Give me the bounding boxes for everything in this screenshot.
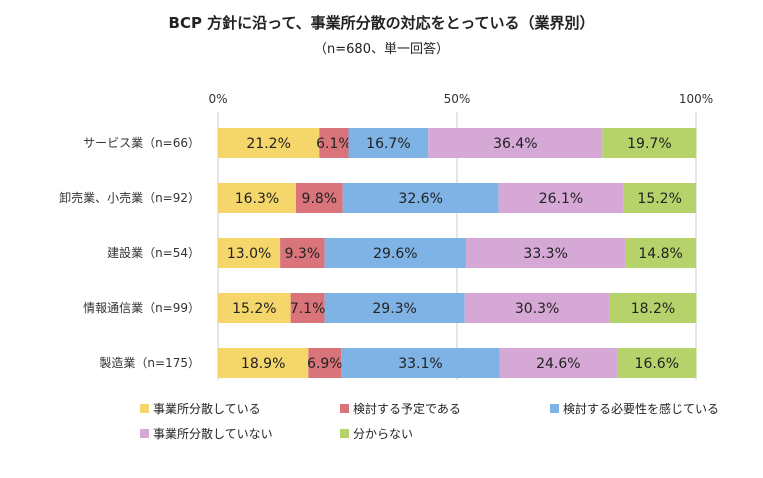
bar-segment — [324, 293, 465, 323]
bar-segment — [218, 293, 291, 323]
stacked-bar-chart: 0% 50% 100% サービス業（n=66） 21.2% 6.1% 16.7% 36.4% 1… — [59, 92, 713, 380]
data-label: 7.1% — [290, 301, 326, 317]
data-label: 13.0% — [227, 246, 271, 262]
data-label: 30.3% — [515, 301, 559, 317]
category-label: 卸売業、小売業（n=92） — [59, 190, 200, 205]
category-label: 建設業（n=54） — [107, 245, 200, 260]
bar-segment — [498, 183, 624, 213]
legend-swatch — [340, 404, 349, 413]
data-label: 9.3% — [285, 246, 321, 262]
legend-label: 事業所分散している — [153, 402, 261, 416]
legend-label: 事業所分散していない — [153, 427, 273, 441]
data-label: 6.1% — [316, 136, 352, 152]
data-label: 18.9% — [241, 356, 285, 372]
data-label: 18.2% — [631, 301, 675, 317]
x-tick-label: 100% — [679, 92, 713, 106]
data-label: 19.7% — [627, 136, 671, 152]
category-label: サービス業（n=66） — [83, 136, 200, 150]
data-label: 15.2% — [637, 191, 681, 207]
data-label: 21.2% — [246, 136, 290, 152]
legend-label: 分からない — [353, 427, 414, 441]
x-tick-label: 50% — [444, 92, 471, 106]
bar-segment — [342, 183, 499, 213]
data-label: 24.6% — [536, 356, 580, 372]
category-label: 製造業（n=175） — [99, 356, 200, 370]
bar-segment — [218, 238, 281, 268]
bar-segment — [324, 238, 467, 268]
legend-item: 検討する必要性を感じている — [550, 400, 719, 417]
legend-item: 分からない — [340, 425, 413, 442]
data-label: 6.9% — [307, 356, 343, 372]
bar-segment — [625, 238, 696, 268]
chart-subtitle: （n=680、単一回答） — [314, 42, 449, 57]
legend-item: 事業所分散している — [140, 400, 261, 417]
legend-item: 検討する予定である — [340, 400, 461, 417]
legend-label: 検討する予定である — [353, 402, 461, 416]
legend-label: 検討する必要性を感じている — [563, 402, 720, 416]
data-label: 14.8% — [638, 246, 682, 262]
bar-segment — [295, 183, 343, 213]
data-label: 33.3% — [523, 246, 567, 262]
data-label: 16.7% — [366, 136, 410, 152]
bar-segment — [499, 348, 618, 378]
data-label: 26.1% — [539, 191, 583, 207]
bar-segment — [319, 128, 349, 158]
bar-segment — [280, 238, 325, 268]
bar-segment — [464, 293, 610, 323]
bar-segment — [466, 238, 626, 268]
bar-segment — [341, 348, 500, 378]
legend-swatch — [140, 429, 149, 438]
legend-item: 事業所分散していない — [140, 425, 273, 442]
bar-segment — [623, 183, 696, 213]
bar-segment — [218, 128, 320, 158]
data-label: 36.4% — [493, 136, 537, 152]
bar-segment — [602, 128, 697, 158]
legend-swatch — [550, 404, 559, 413]
bar-segment — [609, 293, 697, 323]
bar-segment — [290, 293, 325, 323]
bar-segment — [218, 348, 309, 378]
bar-segment — [348, 128, 429, 158]
chart-title: BCP 方針に沿って、事業所分散の対応をとっている（業界別） — [168, 14, 595, 32]
bar-segment — [617, 348, 697, 378]
bar-segment — [308, 348, 342, 378]
x-tick-label: 0% — [208, 92, 227, 106]
bar-segment — [218, 183, 296, 213]
legend-swatch — [340, 429, 349, 438]
data-label: 32.6% — [398, 191, 442, 207]
data-label: 16.3% — [235, 191, 279, 207]
data-label: 15.2% — [232, 301, 276, 317]
category-label: 情報通信業（n=99） — [83, 301, 200, 315]
bar-segment — [428, 128, 603, 158]
data-label: 9.8% — [302, 191, 338, 207]
data-label: 29.3% — [372, 301, 416, 317]
data-label: 33.1% — [398, 356, 442, 372]
legend-swatch — [140, 404, 149, 413]
data-label: 29.6% — [373, 246, 417, 262]
data-label: 16.6% — [635, 356, 679, 372]
